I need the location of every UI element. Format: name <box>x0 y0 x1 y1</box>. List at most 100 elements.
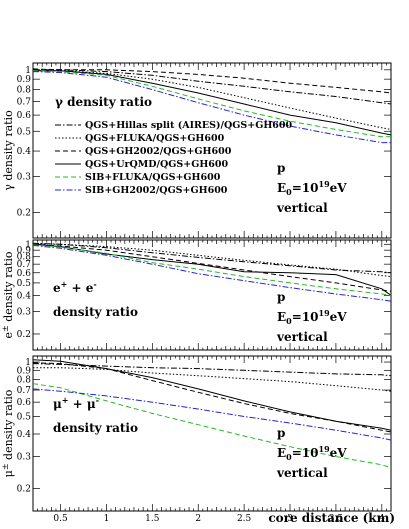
series-line-1 <box>33 69 392 105</box>
y-tick-label: 0.7 <box>17 386 32 396</box>
particle-label-line2: density ratio <box>53 305 138 319</box>
y-axis-label-main: e <box>2 332 15 339</box>
y-axis-label-tail: density ratio <box>2 251 15 325</box>
x-tick-label: 2 <box>195 514 201 524</box>
x-ticks <box>37 63 392 238</box>
y-ticks: 0.20.30.40.50.60.70.80.91 <box>17 358 391 494</box>
y-tick-label: 0.5 <box>17 412 32 422</box>
y-tick-label: 0.3 <box>17 307 32 317</box>
series-line-5 <box>32 383 392 469</box>
particle-label-part: - <box>96 395 99 405</box>
y-tick-label: 0.9 <box>17 246 32 256</box>
annotation-energy-part: 0 <box>286 452 292 462</box>
y-tick-label: 0.8 <box>17 253 32 263</box>
annotation-energy-part: 19 <box>319 444 331 454</box>
legend-label-2: QGS+FLUKA/QGS+GH600 <box>85 133 225 144</box>
series-line-1 <box>32 242 392 274</box>
annotation-energy-part: 0 <box>286 187 292 197</box>
y-axis-label: μ± density ratio <box>1 389 15 477</box>
y-tick-label: 1 <box>25 66 31 76</box>
annotation-energy: E0=1019eV <box>277 444 347 462</box>
x-axis-label: core distance (km) <box>268 511 395 525</box>
annotation-energy-part: eV <box>330 446 348 460</box>
series-line-2 <box>33 367 392 392</box>
annotation-energy: E0=1019eV <box>277 179 347 197</box>
y-tick-label: 1 <box>25 358 31 368</box>
particle-label-part: μ <box>53 397 62 411</box>
annotation-energy-part: =10 <box>292 181 319 195</box>
legend: QGS+Hillas split (AIRES)/QGS+GH600 QGS+FL… <box>55 120 293 196</box>
x-tick-label: 3 <box>287 514 293 524</box>
y-tick-label: 0.3 <box>17 173 32 183</box>
series-line-4 <box>33 70 392 136</box>
y-tick-label: 0.5 <box>17 279 32 289</box>
x-tick-label: 1 <box>104 514 110 524</box>
x-tick-label: 2.5 <box>237 514 252 524</box>
y-tick-label: 0.2 <box>17 330 31 340</box>
series-line-5 <box>32 70 391 138</box>
series-lines <box>32 68 392 144</box>
y-axis-label: e± density ratio <box>1 251 15 338</box>
y-tick-label: 0.5 <box>17 127 32 137</box>
y-tick-label: 0.2 <box>17 484 31 494</box>
series-line-3 <box>32 68 392 94</box>
series-line-6 <box>32 388 392 441</box>
series-line-5 <box>32 244 392 296</box>
legend-label-5: SIB+FLUKA/QGS+GH600 <box>85 172 221 183</box>
annotation-geometry: vertical <box>276 330 328 344</box>
y-tick-label: 0.4 <box>17 291 32 301</box>
annotation-energy-part: 19 <box>319 179 331 189</box>
legend-label-1: QGS+Hillas split (AIRES)/QGS+GH600 <box>85 120 293 131</box>
annotation-primary: p <box>277 161 285 175</box>
particle-label-part: + e <box>67 281 93 295</box>
legend-label-6: SIB+GH2002/QGS+GH600 <box>85 185 228 196</box>
particle-label-part: + μ <box>69 397 96 411</box>
particle-label-part: - <box>93 279 96 289</box>
series-line-6 <box>32 244 392 302</box>
y-tick-label: 0.9 <box>17 75 32 85</box>
y-axis-label-super: ± <box>1 463 10 470</box>
y-ticks: 0.20.30.40.50.60.70.80.91 <box>17 240 391 340</box>
y-tick-label: 0.9 <box>17 366 32 376</box>
series-line-2 <box>32 243 392 278</box>
annotation-geometry: vertical <box>276 466 328 480</box>
y-tick-label: 0.3 <box>17 453 32 463</box>
y-tick-label: 0.4 <box>17 147 32 157</box>
annotation-energy-part: =10 <box>292 446 319 460</box>
series-lines <box>32 359 392 469</box>
series-line-3 <box>32 243 392 292</box>
x-tick-label: 4 <box>379 514 385 524</box>
particle-label: μ+ + μ- <box>53 395 99 411</box>
annotation-energy-part: E <box>277 446 286 460</box>
annotation-primary: p <box>277 290 285 304</box>
y-tick-label: 0.2 <box>17 208 31 218</box>
y-tick-label: 1 <box>25 240 31 250</box>
y-axis-label: γ density ratio <box>2 110 15 191</box>
panels: 0.20.30.40.50.60.70.80.91γ density ratio… <box>1 62 392 524</box>
y-tick-label: 0.6 <box>17 398 32 408</box>
x-tick-label: 1.5 <box>145 514 160 524</box>
annotation-energy-part: eV <box>330 181 348 195</box>
y-axis-label-main: γ density ratio <box>2 110 15 191</box>
x-ticks <box>37 240 392 350</box>
particle-label-line2: density ratio <box>53 421 138 435</box>
annotation-energy-part: eV <box>330 310 348 324</box>
y-tick-label: 0.4 <box>17 430 32 440</box>
particle-label-part: + <box>62 395 69 405</box>
y-ticks: 0.20.30.40.50.60.70.80.91 <box>17 66 391 218</box>
series-line-3 <box>32 362 392 433</box>
y-tick-label: 0.6 <box>17 111 32 121</box>
y-tick-label: 0.7 <box>17 260 32 270</box>
x-tick-label: 0.5 <box>53 514 68 524</box>
annotation-energy-part: E <box>277 310 286 324</box>
particle-label-part: + <box>61 279 68 289</box>
y-axis-label-tail: density ratio <box>2 389 15 463</box>
panel-3: 0.20.30.40.50.60.70.80.910.5 1 1.5 2 2.5 3 3.5… <box>1 355 392 524</box>
panel-title: γ density ratio <box>55 95 152 109</box>
annotation-energy: E0=1019eV <box>277 308 347 326</box>
y-tick-label: 0.8 <box>17 86 32 96</box>
annotation-geometry: vertical <box>276 201 328 215</box>
legend-label-3: QGS+GH2002/QGS+GH600 <box>85 146 232 157</box>
x-ticks <box>37 356 392 511</box>
